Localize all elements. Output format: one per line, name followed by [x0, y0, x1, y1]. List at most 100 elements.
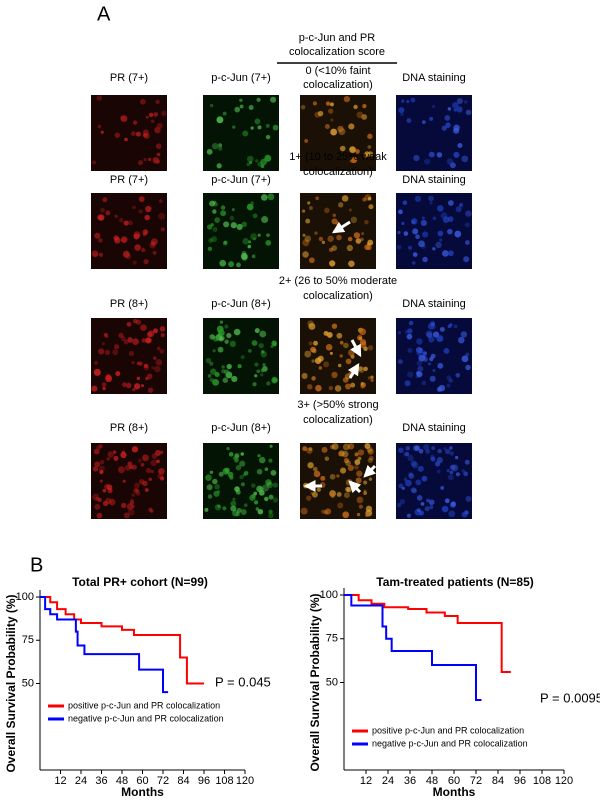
- cell: [308, 323, 316, 330]
- cell: [160, 476, 165, 481]
- cell: [148, 477, 152, 481]
- y-axis-label: Overall Survival Probability (%): [308, 593, 322, 771]
- cell: [464, 240, 470, 245]
- cell: [343, 457, 350, 464]
- cell: [96, 445, 102, 451]
- legend-label: positive p-c-Jun and PR colocalization: [68, 700, 220, 710]
- cell: [342, 443, 350, 451]
- cell: [240, 509, 247, 516]
- cell: [422, 256, 428, 263]
- cell: [356, 470, 363, 477]
- cell: [302, 233, 306, 237]
- x-tick-label: 60: [136, 775, 148, 787]
- cell: [156, 122, 163, 129]
- cell: [230, 222, 237, 229]
- cell: [363, 366, 368, 372]
- cell: [235, 464, 242, 471]
- cell: [358, 366, 365, 373]
- cell: [250, 126, 254, 130]
- cell: [436, 152, 443, 158]
- cell: [448, 200, 454, 206]
- cell: [337, 125, 344, 133]
- cell: [318, 366, 323, 370]
- cell: [404, 451, 410, 457]
- cell: [421, 380, 427, 386]
- cell: [401, 221, 405, 226]
- cell: [436, 335, 444, 343]
- cell: [449, 470, 454, 475]
- cell: [441, 505, 449, 513]
- survival-curve: [344, 594, 511, 673]
- cell: [300, 104, 306, 110]
- cell: [329, 260, 336, 267]
- cell: [402, 200, 408, 206]
- cell: [255, 507, 259, 511]
- cell: [132, 120, 138, 125]
- cell: [329, 351, 333, 355]
- cell: [270, 96, 277, 103]
- cell: [256, 369, 261, 374]
- cell: [336, 474, 340, 478]
- cell: [122, 250, 130, 258]
- cell: [304, 235, 312, 242]
- cell: [446, 383, 451, 388]
- cell: [316, 487, 321, 492]
- cell: [209, 470, 214, 475]
- cell: [406, 118, 412, 124]
- x-tick-label: 108: [533, 775, 551, 787]
- cell: [427, 362, 431, 366]
- cell: [143, 133, 150, 139]
- cell: [241, 221, 247, 227]
- cell: [401, 486, 405, 490]
- cell: [224, 369, 230, 375]
- cell: [266, 381, 271, 386]
- cell: [451, 101, 459, 109]
- cell: [142, 229, 149, 235]
- y-tick-label: 100: [16, 591, 34, 603]
- cell: [337, 502, 344, 509]
- y-tick-label: 75: [326, 633, 338, 645]
- cell: [334, 385, 342, 392]
- cell: [268, 509, 273, 514]
- y-tick-label: 75: [22, 634, 34, 646]
- cell: [346, 487, 352, 493]
- cell: [231, 208, 235, 212]
- cell: [315, 196, 319, 201]
- cell: [224, 324, 229, 329]
- cell: [160, 110, 167, 117]
- cell: [217, 346, 224, 353]
- cell: [133, 233, 140, 240]
- cell: [338, 202, 344, 208]
- cell: [421, 216, 425, 220]
- cell: [92, 493, 100, 501]
- cell: [232, 125, 236, 129]
- cell: [464, 459, 470, 465]
- cell: [445, 448, 451, 455]
- cell: [367, 448, 374, 455]
- image-label: PR (8+): [110, 422, 148, 434]
- cell: [363, 480, 368, 485]
- cell: [311, 359, 315, 363]
- cell: [106, 457, 110, 461]
- cell: [145, 467, 152, 474]
- cell: [363, 346, 368, 351]
- cell: [360, 381, 364, 386]
- cell: [417, 365, 424, 372]
- cell: [151, 453, 158, 459]
- cell: [407, 245, 413, 250]
- cell: [131, 493, 136, 497]
- arrow: [348, 480, 362, 494]
- score-label: 0 (<10% faint: [305, 65, 370, 77]
- cell: [432, 369, 436, 373]
- cell: [248, 240, 252, 244]
- cell: [448, 510, 456, 518]
- x-tick-label: 36: [404, 775, 416, 787]
- cell: [453, 108, 457, 112]
- micrograph: [91, 318, 167, 394]
- cell: [100, 130, 104, 134]
- cell: [150, 469, 154, 474]
- x-tick-label: 36: [95, 775, 107, 787]
- arrow: [331, 220, 351, 234]
- image-label: PR (8+): [110, 298, 148, 310]
- cell: [143, 129, 149, 136]
